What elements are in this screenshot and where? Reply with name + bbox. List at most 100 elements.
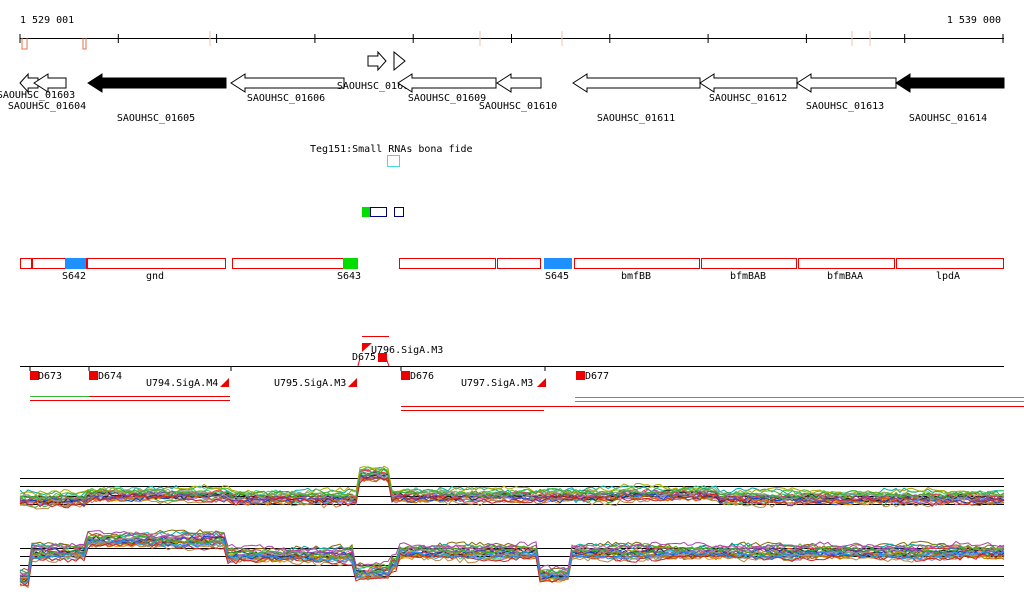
gene-label: SAOUHSC_01610: [479, 101, 557, 112]
operon-label: bfmBAB: [730, 271, 766, 282]
gene-arrow[interactable]: [397, 73, 497, 93]
misc-feature-track: [362, 207, 404, 217]
tss-marker[interactable]: [576, 371, 585, 380]
operon-label: bfmBAA: [827, 271, 863, 282]
gene-arrow[interactable]: [230, 73, 345, 93]
gene-arrow[interactable]: [33, 73, 67, 93]
operon-label: S642: [62, 271, 86, 282]
gene-label: SAOUHSC_01611: [597, 113, 675, 124]
gene-arrow[interactable]: [796, 73, 897, 93]
tss-track: D673 D674 U794.SigA.M4 U795.SigA.M3 D675U796…: [20, 336, 1024, 411]
tss-label: D676: [410, 371, 434, 382]
ruler-ticks: [19, 34, 1004, 43]
expression-profile: [19, 530, 1005, 577]
operon-box[interactable]: [20, 258, 32, 269]
operon-fill[interactable]: [343, 258, 358, 269]
operon-label: gnd: [146, 271, 164, 282]
expression-profile: [19, 541, 1005, 589]
gene-feature[interactable]: SAOUHSC_01606: [230, 73, 345, 104]
expression-profile: [19, 471, 1005, 502]
operon-label: bmfBB: [621, 271, 651, 282]
gene-feature[interactable]: SAOUHSC_01614: [895, 73, 1005, 124]
gene-label: SAOUHSC_01613: [806, 101, 884, 112]
ruler-mark: [21, 38, 28, 50]
gene-arrow[interactable]: [393, 50, 406, 72]
tss-marker[interactable]: [89, 371, 98, 380]
gene-feature[interactable]: SAOUHSC_01604: [8, 73, 86, 112]
tss-label: U794.SigA.M4: [146, 378, 218, 389]
tss-marker[interactable]: [378, 353, 387, 362]
ruler-start-label: 1 529 001: [20, 15, 74, 26]
tss-marker[interactable]: [30, 371, 39, 380]
operon-fill[interactable]: [544, 258, 572, 269]
operon-box[interactable]: [232, 258, 358, 269]
operon-box[interactable]: [574, 258, 700, 269]
ruler-track: 1 529 001 1 539 000: [19, 15, 1004, 50]
srna-feature[interactable]: [387, 155, 400, 167]
expression-track-lower: [19, 529, 1005, 589]
expression-profile: [19, 475, 1005, 507]
expression-profile: [19, 538, 1005, 584]
ruler-mark: [82, 38, 87, 50]
operon-label: S645: [545, 271, 569, 282]
expression-profile: [19, 468, 1005, 501]
gene-feature[interactable]: SAOUHSC_01613: [796, 73, 897, 112]
gene-arrow[interactable]: [87, 73, 227, 93]
gene-arrow[interactable]: [496, 73, 542, 93]
tss-span: [357, 357, 390, 367]
gene-label: SAOUHSC_01607: [337, 81, 415, 92]
expression-profile: [19, 476, 1005, 509]
gene-feature[interactable]: SAOUHSC_01607: [337, 50, 415, 92]
operon-label: S643: [337, 271, 361, 282]
tss-label: D674: [98, 371, 122, 382]
tss-triangle[interactable]: [362, 343, 372, 352]
ruler-marks: [21, 31, 871, 50]
tss-label: U796.SigA.M3: [371, 345, 443, 356]
misc-feature-navy-2[interactable]: [394, 207, 404, 217]
tss-triangle[interactable]: [348, 378, 357, 387]
operon-box[interactable]: [896, 258, 1004, 269]
expression-profile: [19, 541, 1005, 587]
tss-label: D675: [352, 352, 376, 363]
tss-label: U797.SigA.M3: [461, 378, 533, 389]
gene-arrow[interactable]: [699, 73, 798, 93]
operon-box[interactable]: [798, 258, 895, 269]
tss-marker[interactable]: [401, 371, 410, 380]
gene-feature[interactable]: SAOUHSC_01610: [479, 73, 557, 112]
tss-label: D673: [38, 371, 62, 382]
srna-label: Teg151:Small RNAs bona fide: [310, 144, 473, 155]
operon-box[interactable]: [32, 258, 87, 269]
expression-profile: [19, 465, 1005, 497]
gene-label: SAOUHSC_01612: [709, 93, 787, 104]
expression-track-upper: [19, 465, 1005, 510]
tss-triangle[interactable]: [537, 378, 546, 387]
operon-box[interactable]: [701, 258, 797, 269]
operon-box[interactable]: [497, 258, 541, 269]
gene-feature[interactable]: SAOUHSC_01612: [699, 73, 798, 104]
operon-fill[interactable]: [65, 258, 86, 269]
gene-arrow[interactable]: [572, 73, 701, 93]
tss-label: U795.SigA.M3: [274, 378, 346, 389]
operon-box[interactable]: [87, 258, 226, 269]
gene-feature[interactable]: SAOUHSC_01609: [397, 73, 497, 104]
operon-box[interactable]: [399, 258, 496, 269]
gene-label: SAOUHSC_01604: [8, 101, 86, 112]
gene-feature[interactable]: SAOUHSC_01611: [572, 73, 701, 124]
tss-triangle[interactable]: [220, 378, 229, 387]
gene-label: SAOUHSC_01603: [0, 90, 75, 101]
gene-feature[interactable]: SAOUHSC_01605: [87, 73, 227, 124]
misc-feature-navy-1[interactable]: [370, 207, 387, 217]
tss-label: D677: [585, 371, 609, 382]
gene-label: SAOUHSC_01609: [408, 93, 486, 104]
operon-label: lpdA: [936, 271, 960, 282]
gene-label: SAOUHSC_01605: [117, 113, 195, 124]
gene-arrow[interactable]: [895, 73, 1005, 93]
gene-label: SAOUHSC_01606: [247, 93, 325, 104]
misc-feature-green[interactable]: [362, 207, 370, 217]
gene-arrow[interactable]: [367, 50, 387, 72]
operon-track: S642 gnd S643 S645 bmfBB bfmBAB bfmBAA lpdA: [20, 258, 1004, 282]
gene-label: SAOUHSC_01614: [909, 113, 987, 124]
ruler-end-label: 1 539 000: [947, 15, 1001, 26]
